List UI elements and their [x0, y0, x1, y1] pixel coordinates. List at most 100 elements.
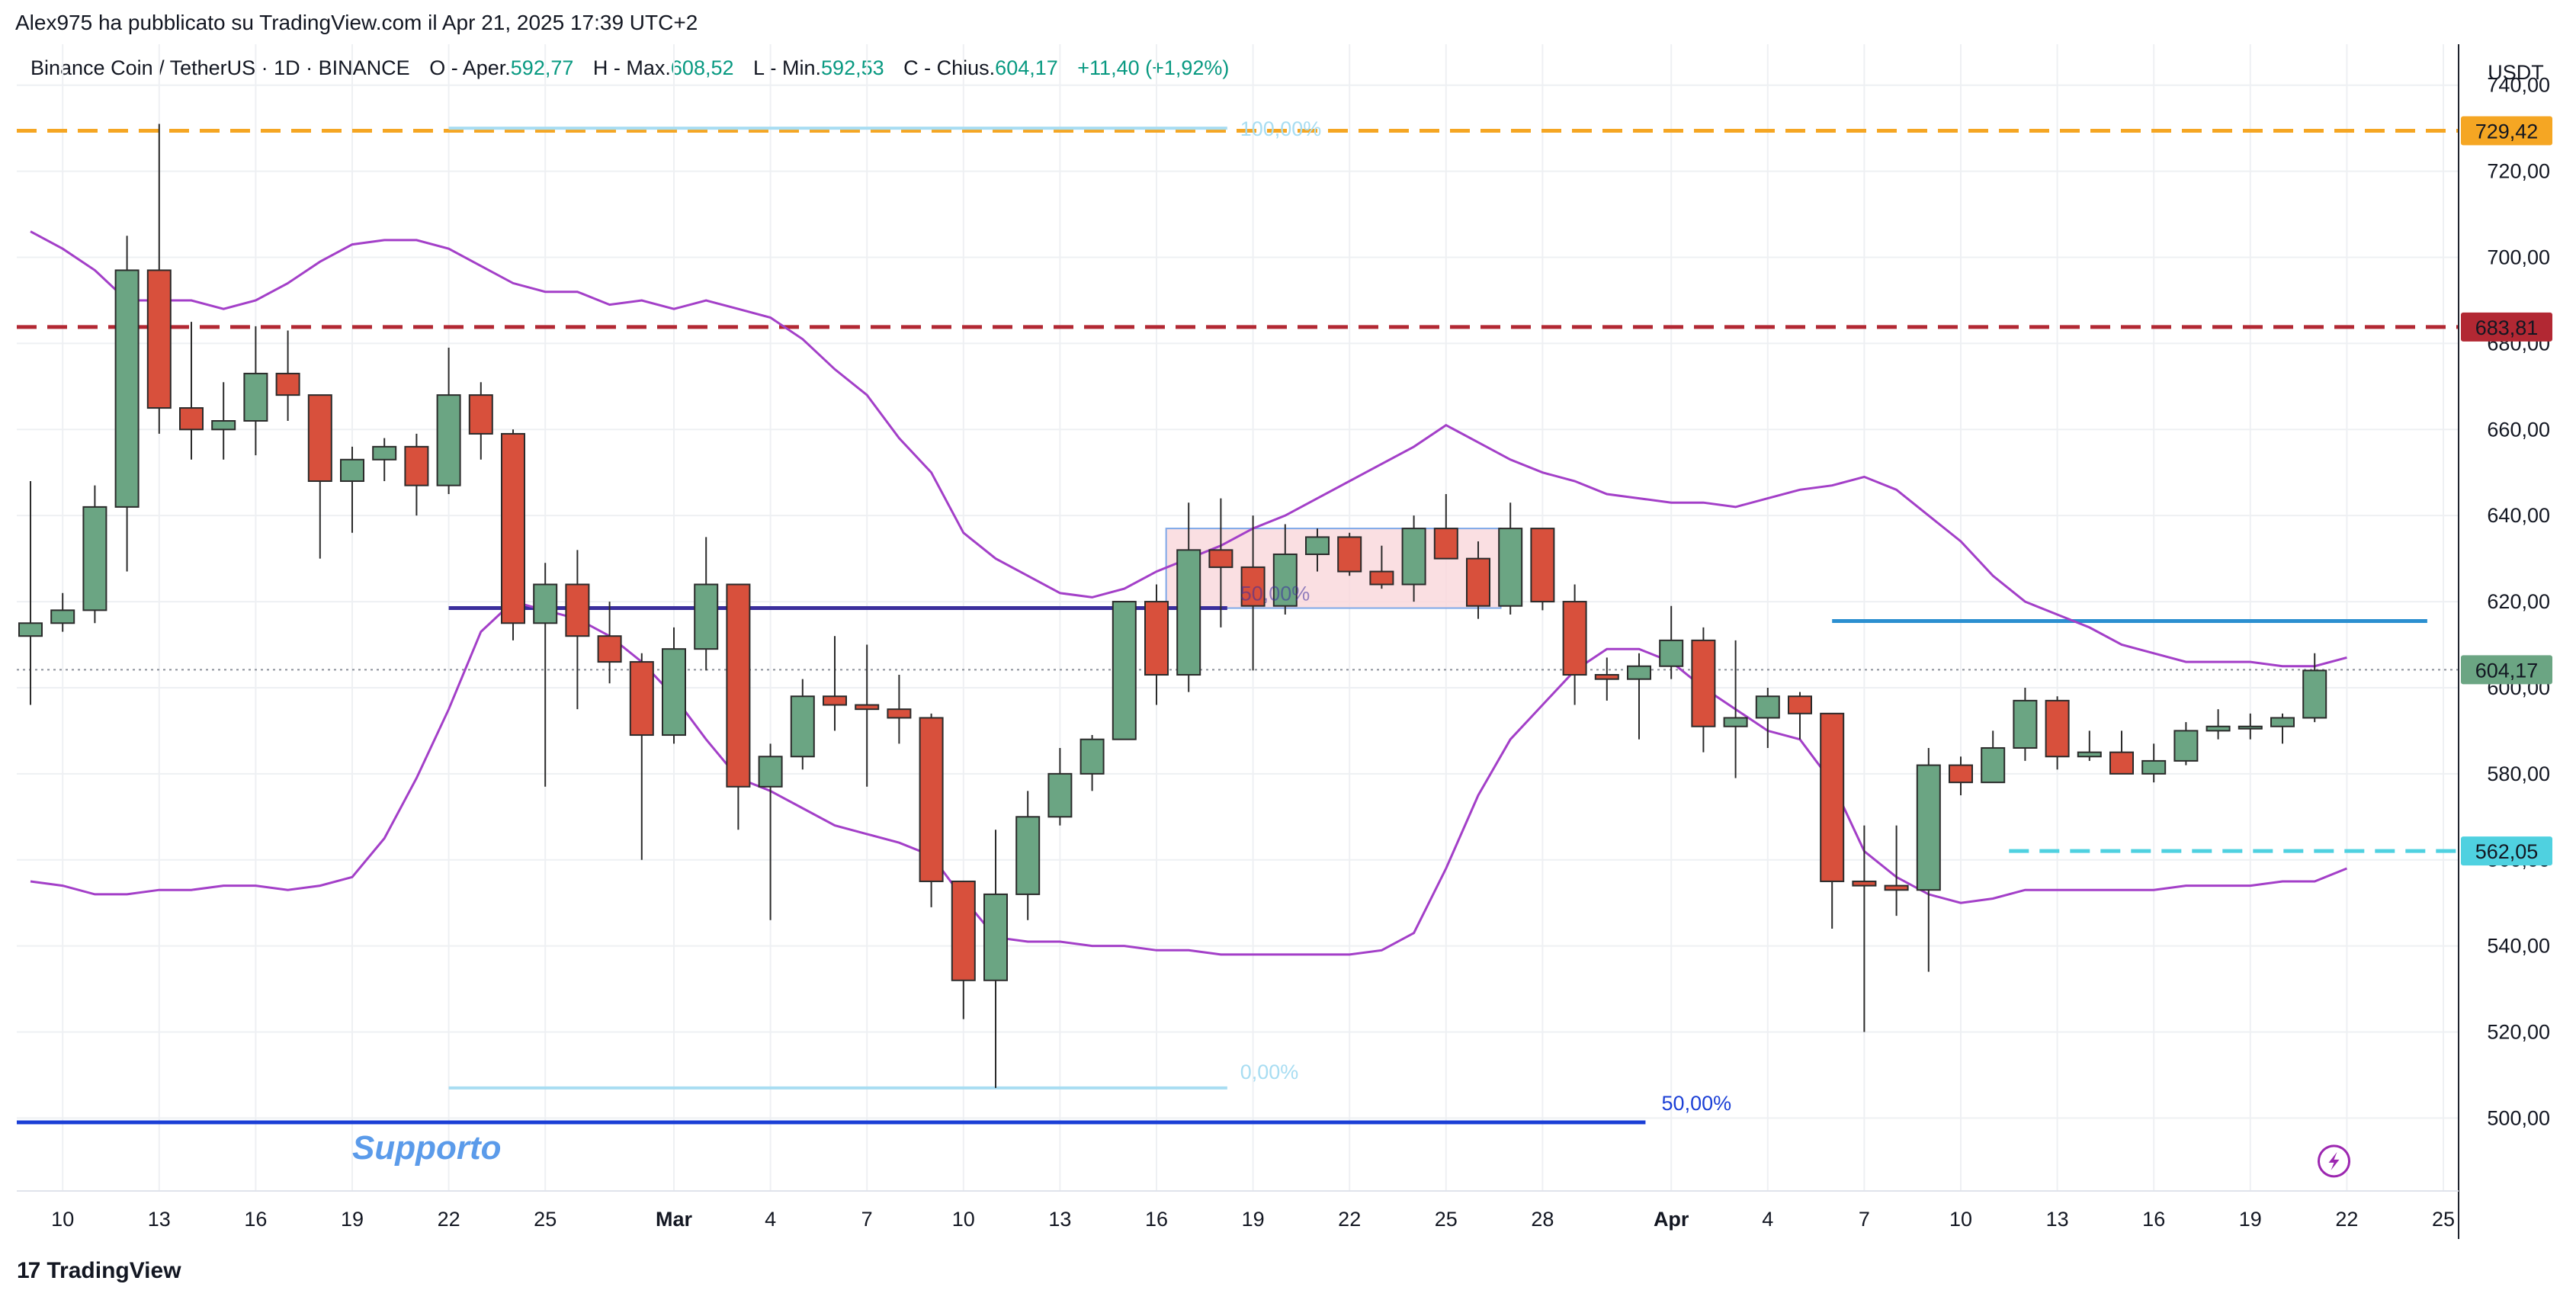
candle-body	[82, 506, 107, 611]
fib-0-label: 0,00%	[1240, 1061, 1299, 1083]
candle-body	[1337, 536, 1362, 573]
candle	[533, 563, 558, 787]
candle	[1659, 605, 1684, 679]
x-tick-label: 4	[1762, 1208, 1773, 1231]
candle-body	[1112, 601, 1137, 740]
x-tick-label: 4	[765, 1208, 776, 1231]
candle-body	[340, 458, 364, 483]
published-by-text: Alex975 ha pubblicato su TradingView.com…	[15, 11, 698, 34]
candle-body	[179, 407, 204, 431]
candle-body	[2109, 751, 2134, 775]
candle	[790, 679, 815, 770]
candle-body	[1594, 674, 1619, 680]
price-label-text: 562,05	[2475, 840, 2539, 863]
candle-body	[1755, 695, 1780, 719]
tradingview-brand[interactable]: 17 TradingView	[17, 1258, 181, 1284]
candle	[436, 348, 461, 494]
candle	[2238, 713, 2263, 740]
candle-body	[1047, 772, 1073, 818]
candle-body	[1820, 712, 1845, 882]
price-label-box	[2461, 312, 2552, 342]
bollinger-lower-line	[30, 600, 2347, 956]
price-label-box	[2461, 836, 2552, 866]
candle-body	[307, 394, 332, 483]
candle-body	[983, 893, 1008, 981]
candle	[951, 880, 976, 1019]
candle-body	[951, 880, 976, 981]
lightning-glyph	[2328, 1151, 2340, 1170]
candle	[468, 382, 493, 460]
candle-body	[1530, 528, 1555, 603]
x-tick-label: 25	[2432, 1208, 2455, 1231]
candle-body	[565, 583, 590, 637]
candle-body	[1305, 536, 1330, 555]
candle	[1015, 791, 1041, 920]
tradingview-logo-icon: 17	[17, 1258, 40, 1283]
x-tick-label: 16	[244, 1208, 267, 1231]
candle-body	[275, 372, 300, 396]
candle-body	[1788, 695, 1812, 714]
candle-body	[1723, 717, 1748, 727]
price-label-text: 604,17	[2475, 659, 2539, 682]
candle-body	[436, 394, 461, 486]
low-value: 592,53	[821, 56, 884, 79]
candle	[1305, 528, 1330, 572]
candle-body	[1369, 570, 1394, 586]
candle	[2013, 687, 2038, 761]
candle-body	[597, 635, 622, 663]
candle	[2109, 730, 2134, 775]
candle	[1594, 657, 1619, 701]
candle-body	[1916, 764, 1941, 891]
candle-body	[468, 394, 493, 435]
candle	[662, 627, 686, 744]
x-tick-label: 19	[1242, 1208, 1265, 1231]
x-tick-label: 22	[2335, 1208, 2358, 1231]
x-tick-label: 13	[148, 1208, 171, 1231]
x-tick-label: Mar	[656, 1208, 693, 1231]
candle	[2270, 713, 2295, 744]
close-label: C - Chius.	[903, 56, 996, 79]
candle-body	[662, 648, 686, 737]
candle	[1337, 532, 1362, 576]
candle-body	[1691, 639, 1716, 727]
candle	[1949, 756, 1973, 796]
candle-body	[2013, 699, 2038, 749]
y-tick-label: 500,00	[2487, 1106, 2550, 1129]
symbol-title[interactable]: Binance Coin / TetherUS · 1D · BINANCE	[30, 56, 410, 79]
candle	[501, 429, 525, 640]
candle	[340, 446, 364, 533]
x-tick-label: 10	[1949, 1208, 1972, 1231]
candle-body	[629, 661, 654, 737]
x-tick-label: 16	[1145, 1208, 1168, 1231]
high-label: H - Max.	[592, 56, 671, 79]
candle	[2077, 730, 2102, 761]
candle-body	[823, 695, 847, 706]
candle-body	[1272, 553, 1298, 607]
candle	[1820, 712, 1845, 929]
x-tick-label: 25	[1435, 1208, 1458, 1231]
candle-body	[2173, 730, 2199, 762]
fib-100-label: 100,00%	[1240, 117, 1322, 140]
annotations: 100,00% 50,00% 0,00% 50,00% Supporto	[352, 117, 2351, 1178]
candle-body	[758, 756, 783, 788]
x-tick-label: 19	[2239, 1208, 2262, 1231]
open-value: 592,77	[510, 56, 574, 79]
candle-body	[2270, 717, 2295, 727]
price-label-text: 729,42	[2475, 120, 2539, 143]
candle	[2141, 743, 2167, 783]
candle-body	[404, 445, 429, 486]
y-tick-label: 540,00	[2487, 935, 2550, 958]
candle-body	[1208, 549, 1233, 568]
x-tick-label: 13	[2046, 1208, 2069, 1231]
candle-body	[2238, 725, 2263, 730]
candle-body	[1659, 639, 1684, 667]
candle-body	[1401, 528, 1426, 586]
candle	[372, 438, 397, 482]
drawing-lines	[17, 127, 2459, 1125]
candle-body	[1498, 528, 1523, 607]
candle-body	[1240, 566, 1266, 607]
y-tick-label: 620,00	[2487, 590, 2550, 613]
candle-body	[2077, 751, 2102, 758]
candle	[1433, 493, 1458, 560]
